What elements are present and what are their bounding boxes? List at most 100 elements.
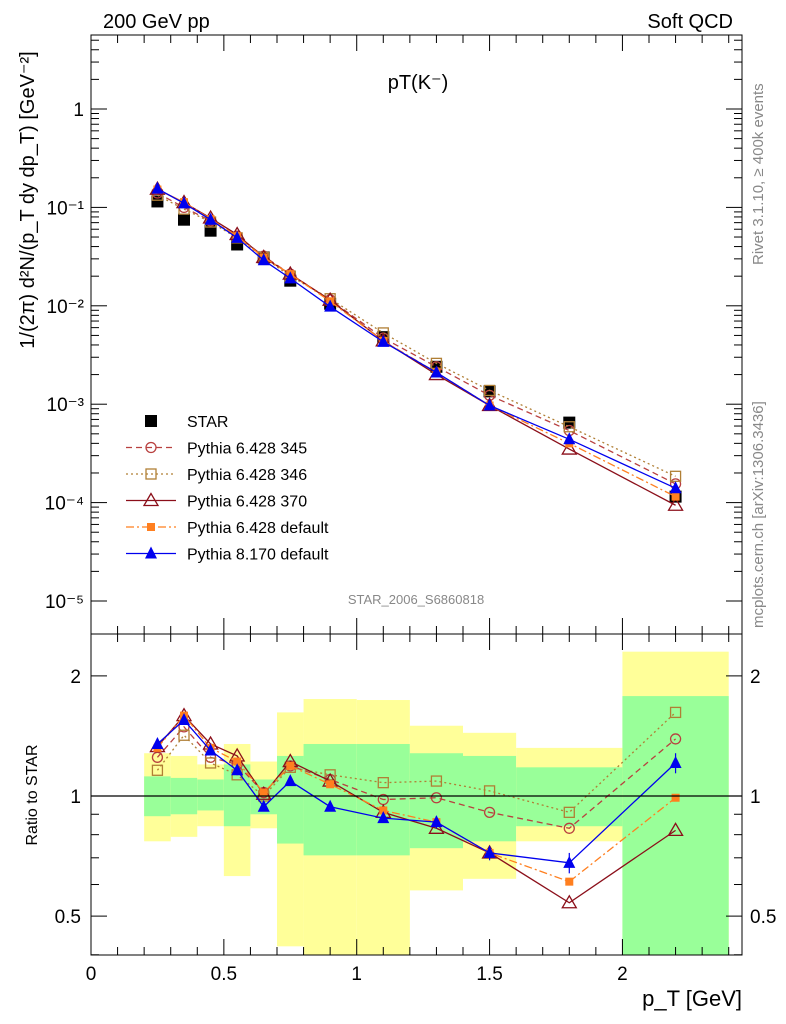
ratio-line-p345 (156, 725, 676, 829)
ratio-band-inner (197, 779, 224, 811)
ratio-point-p6def (326, 780, 335, 789)
legend-marker (142, 492, 160, 507)
main-point-p8 (284, 271, 297, 284)
ratio-point-p8 (563, 855, 576, 868)
main-point-p8 (563, 432, 576, 445)
legend-marker (147, 523, 155, 531)
ratio-plot-panel: 0.5 0.5 1 1 2 2 0 0.5 1 1.5 2 Ratio to STAR p_T [G… (24, 633, 776, 1011)
main-point-p370 (667, 496, 684, 511)
main-point-p370 (561, 440, 578, 455)
ratio-point-p370 (428, 819, 445, 834)
header-left: 200 GeV pp (103, 11, 210, 33)
ratio-point-p345 (483, 806, 496, 818)
main-plot-marks (149, 180, 684, 511)
legend: STAR Pythia 6.428 345 Pythia 6.428 346 Pyth… (126, 414, 329, 564)
ratio-line-p370 (156, 714, 676, 904)
ratio-point-p346 (324, 769, 336, 781)
ratio-point-p6def (379, 806, 388, 815)
ratio-point-p8 (430, 815, 443, 828)
ratio-y-tick-label-right: 0.5 (750, 907, 776, 928)
ratio-point-p346 (151, 764, 164, 776)
ratio-line-p8 (156, 719, 677, 864)
main-series-p8 (151, 181, 682, 494)
main-y-tick-label: 10⁻³ (47, 395, 85, 416)
ratio-point-p370 (561, 894, 578, 909)
plot-title: pT(K⁻) (388, 72, 449, 94)
main-point-p8 (483, 398, 496, 411)
legend-label: Pythia 6.428 default (187, 520, 329, 537)
legend-item-p8: Pythia 8.170 default (126, 546, 329, 564)
header-right: Soft QCD (647, 11, 733, 33)
ratio-y-tick-label-right: 2 (750, 667, 761, 688)
legend-label: STAR (187, 414, 228, 431)
legend-label: Pythia 6.428 346 (187, 467, 307, 484)
ratio-axes: 0.5 0.5 1 1 2 2 0 0.5 1 1.5 2 (55, 634, 776, 985)
main-point-p8 (178, 196, 190, 209)
main-point-p8 (669, 481, 682, 494)
main-point-p6def (671, 492, 680, 501)
ratio-point-p6def (671, 793, 680, 802)
main-y-tick-label: 10⁻⁴ (45, 494, 84, 515)
x-tick-label: 1 (351, 964, 362, 985)
x-axis-label: p_T [GeV] (642, 986, 742, 1011)
ratio-point-p346 (430, 775, 443, 787)
ratio-point-p346 (178, 729, 190, 741)
ratio-band-inner (463, 755, 517, 842)
ratio-point-p8 (483, 845, 496, 858)
ratio-point-p345 (669, 733, 682, 745)
ratio-point-p6def (259, 788, 268, 797)
ratio-point-p8 (151, 736, 164, 749)
main-line-p8 (157, 188, 676, 489)
main-point-star (178, 213, 190, 226)
main-plot-frame (90, 34, 743, 635)
ratio-point-p345 (151, 751, 164, 763)
ratio-y-axis-label: Ratio to STAR (24, 744, 41, 845)
x-tick-label: 0 (86, 964, 97, 985)
legend-item-p6def: Pythia 6.428 default (126, 520, 329, 537)
main-y-axis: 10⁻⁵ 10⁻⁴ 10⁻³ 10⁻² 10⁻¹ 1 (45, 35, 742, 634)
ratio-point-p6def (286, 761, 295, 770)
main-y-tick-label: 1 (73, 100, 84, 121)
x-tick-label: 0.5 (211, 964, 237, 985)
ratio-point-p8 (257, 799, 270, 812)
ratio-point-p346 (563, 806, 575, 818)
ratio-y-tick-label-left: 2 (70, 667, 81, 688)
legend-label: Pythia 8.170 default (187, 547, 329, 564)
ratio-point-p6def (233, 757, 242, 766)
legend-marker (145, 415, 157, 427)
ratio-y-tick-label-right: 1 (750, 787, 761, 808)
main-point-p346 (563, 421, 575, 433)
legend-item-p345: Pythia 6.428 345 (126, 441, 307, 458)
main-line-p346 (157, 194, 676, 477)
x-tick-label: 2 (617, 964, 628, 985)
ratio-point-p8 (231, 763, 244, 776)
ratio-series-p8 (151, 713, 682, 874)
legend-marker (145, 546, 157, 559)
legend-item-star: STAR (145, 414, 228, 431)
legend-item-p346: Pythia 6.428 346 (126, 467, 307, 484)
ratio-point-p345 (430, 792, 443, 804)
main-point-p8 (151, 181, 164, 194)
x-tick-label: 1.5 (476, 964, 502, 985)
main-point-star (151, 195, 164, 208)
ratio-plot-marks (149, 706, 684, 909)
main-y-tick-label: 10⁻⁵ (45, 592, 84, 613)
main-point-p346 (483, 384, 496, 397)
main-point-p8 (231, 230, 244, 243)
legend-label: Pythia 6.428 345 (187, 441, 307, 458)
legend-item-p370: Pythia 6.428 370 (126, 492, 307, 511)
ratio-line-p6def (156, 714, 676, 883)
ratio-uncertainty-bands (144, 651, 729, 955)
rivet-label: Rivet 3.1.10, ≥ 400k events (750, 83, 767, 265)
ratio-band-inner (516, 767, 623, 827)
main-point-p8 (430, 365, 443, 378)
ratio-point-p345 (563, 822, 575, 834)
ratio-point-p8 (284, 774, 297, 787)
ratio-point-p8 (178, 713, 190, 726)
mcplots-label: mcplots.cern.ch [arXiv:1306.3436] (750, 401, 767, 628)
ratio-point-p346 (377, 777, 389, 789)
ratio-y-tick-label-left: 0.5 (55, 907, 81, 928)
ratio-band-inner (622, 696, 729, 955)
ratio-point-p8 (324, 799, 337, 812)
